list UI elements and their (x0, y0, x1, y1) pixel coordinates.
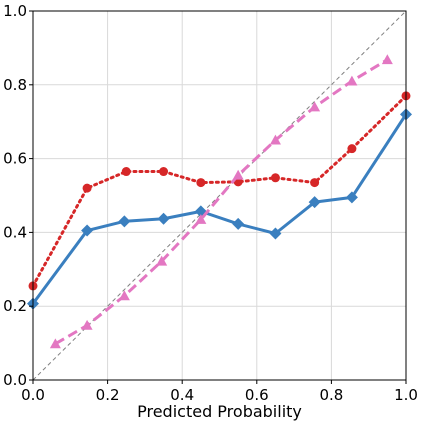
x-tick-label: 0.0 (21, 386, 45, 404)
data-point-diamond (157, 212, 170, 225)
series-diamond (27, 108, 412, 310)
data-point-circle (82, 183, 92, 193)
x-tick-label: 1.0 (394, 386, 418, 404)
data-point-triangle (309, 101, 321, 112)
data-point-circle (270, 173, 280, 183)
data-point-circle (347, 144, 357, 154)
series-line (31, 113, 408, 305)
x-tick-label: 0.6 (245, 386, 269, 404)
x-tick-label: 0.4 (170, 386, 194, 404)
data-point-triangle (269, 134, 281, 145)
y-tick-label: 0.2 (3, 297, 27, 315)
data-point-diamond (308, 196, 321, 209)
plot-frame (32, 10, 407, 381)
series-line (31, 94, 408, 288)
x-ticks: 0.0 0.2 0.4 0.6 0.8 1.0 (21, 380, 418, 404)
x-tick-label: 0.8 (319, 386, 343, 404)
y-tick-label: 0.4 (3, 223, 27, 241)
y-tick-label: 0.0 (3, 371, 27, 389)
data-point-circle (310, 178, 320, 188)
data-point-triangle (381, 54, 393, 65)
y-tick-label: 0.8 (3, 76, 27, 94)
data-point-diamond (118, 215, 131, 228)
data-point-triangle (156, 255, 168, 266)
data-point-diamond (269, 227, 282, 240)
data-point-triangle (81, 319, 93, 330)
x-tick-label: 0.2 (96, 386, 120, 404)
data-point-triangle (232, 169, 244, 180)
series-triangle (49, 54, 393, 349)
x-axis-label: Predicted Probability (137, 402, 302, 421)
data-point-triangle (195, 213, 207, 224)
series-circle (28, 91, 411, 291)
y-tick-label: 1.0 (3, 2, 27, 20)
data-point-circle (121, 167, 131, 177)
data-point-circle (159, 167, 169, 177)
data-point-diamond (232, 217, 245, 230)
series-line (54, 58, 389, 346)
data-point-diamond (345, 191, 358, 204)
data-point-circle (196, 178, 206, 188)
data-point-diamond (81, 224, 94, 237)
data-point-triangle (346, 75, 358, 86)
data-point-triangle (118, 290, 130, 301)
data-point-triangle (49, 338, 61, 349)
series-group (27, 54, 412, 349)
y-ticks: 0.0 0.2 0.4 0.6 0.8 1.0 (3, 2, 33, 389)
y-tick-label: 0.6 (3, 150, 27, 168)
